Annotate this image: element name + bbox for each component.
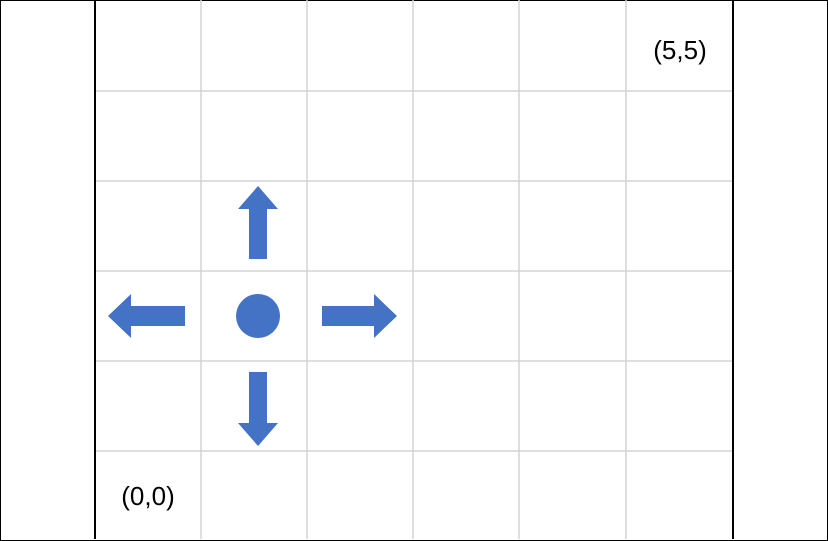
arrow-up-icon bbox=[238, 186, 278, 259]
arrow-right-icon bbox=[322, 294, 397, 338]
agent-dot bbox=[236, 294, 280, 338]
label-bottom-left: (0,0) bbox=[121, 481, 174, 511]
arrow-left-icon bbox=[108, 294, 185, 338]
label-top-right: (5,5) bbox=[653, 35, 706, 65]
arrow-down-icon bbox=[238, 372, 278, 446]
grid-lines bbox=[95, 0, 733, 539]
